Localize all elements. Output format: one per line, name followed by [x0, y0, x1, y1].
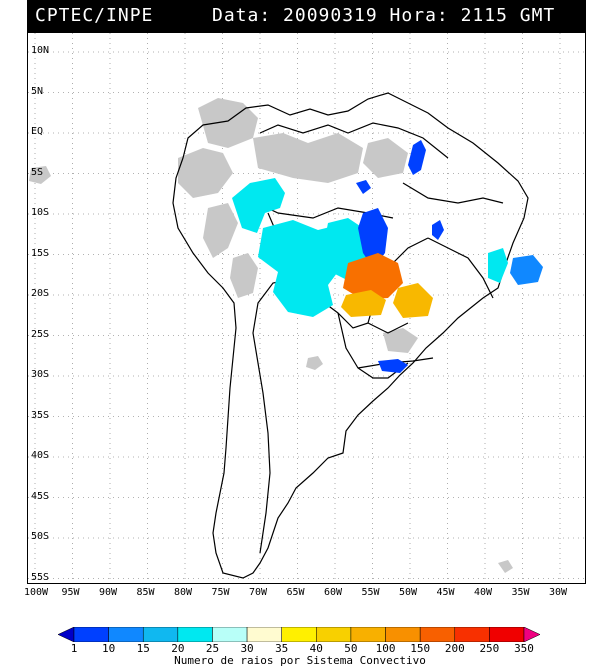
colorbar-swatch — [246, 627, 282, 642]
lat-tick-label: 25S — [31, 328, 50, 340]
colorbar-tick-label: 10 — [101, 642, 116, 655]
lat-tick-label: 15S — [31, 247, 50, 259]
storm-cluster — [358, 208, 388, 268]
colorbar-tick-label: 30 — [240, 642, 254, 655]
lat-tick-label: 30S — [31, 369, 50, 380]
storm-cluster — [343, 253, 403, 300]
lat-tick-label: 55S — [31, 571, 50, 583]
storm-cluster — [341, 290, 386, 317]
colorbar-tick-label: 200 — [444, 642, 465, 655]
lat-tick-label: 5S — [31, 166, 44, 178]
storm-cluster — [510, 255, 543, 285]
colorbar-swatch — [58, 627, 75, 642]
colorbar-swatch — [454, 627, 490, 642]
colorbar-swatch — [523, 627, 540, 642]
lightning-count-colorbar — [58, 627, 540, 642]
lon-tick-label: 80W — [174, 587, 193, 598]
datetime-label: Data: 20090319 Hora: 2115 GMT — [212, 5, 556, 26]
lon-tick-label: 60W — [324, 587, 343, 598]
colorbar-tick-label: 150 — [410, 642, 431, 655]
lon-tick-label: 90W — [99, 587, 118, 598]
lon-tick-label: 95W — [61, 587, 80, 598]
lon-tick-label: 75W — [211, 587, 230, 598]
south-america-lightning-map — [28, 33, 585, 583]
colorbar-swatch — [281, 627, 317, 642]
lon-tick-label: 65W — [286, 587, 305, 598]
map-header: CPTEC/INPE Data: 20090319 Hora: 2115 GMT — [27, 0, 586, 32]
lat-tick-label: 50S — [31, 531, 50, 542]
colorbar-tick-label: 100 — [375, 642, 396, 655]
storm-cluster — [378, 359, 408, 373]
colorbar-tick-label: 25 — [205, 642, 220, 655]
lat-tick-label: 35S — [31, 409, 50, 421]
colorbar-tick-label: 1 — [70, 642, 78, 655]
lon-tick-label: 100W — [24, 587, 49, 598]
lon-tick-label: 70W — [249, 587, 268, 598]
storm-cluster — [488, 248, 508, 283]
colorbar-title: Numero de raios por Sistema Convectivo — [174, 654, 426, 667]
colorbar-swatch — [177, 627, 213, 642]
lon-tick-label: 55W — [361, 587, 380, 598]
colorbar-tick-label: 50 — [344, 642, 358, 655]
lat-tick-label: 10S — [31, 207, 50, 218]
lat-tick-label: 5N — [31, 85, 44, 97]
agency-label: CPTEC/INPE — [35, 5, 154, 26]
lon-tick-label: 85W — [136, 587, 155, 598]
colorbar-tick-label: 40 — [309, 642, 323, 655]
lon-tick-label: 45W — [436, 587, 455, 598]
colorbar-swatch — [419, 627, 456, 642]
colorbar-tick-label: 350 — [514, 642, 534, 655]
colorbar-swatch — [316, 627, 352, 642]
colorbar-swatch — [385, 627, 421, 642]
lat-tick-label: 45S — [31, 490, 50, 502]
storm-cluster — [356, 180, 371, 194]
lat-tick-label: EQ — [31, 126, 44, 137]
storm-cluster-layer — [232, 140, 543, 373]
lat-lon-grid — [28, 33, 585, 583]
colorbar-swatch — [489, 627, 525, 642]
colorbar-swatch — [108, 627, 144, 642]
colorbar-tick-label: 35 — [275, 642, 289, 655]
storm-cluster — [408, 140, 426, 175]
storm-cluster — [232, 178, 285, 233]
map-panel — [27, 32, 586, 584]
lon-tick-label: 50W — [399, 587, 418, 598]
colorbar-swatch — [350, 627, 386, 642]
colorbar-tick-label: 15 — [136, 642, 150, 655]
lon-tick-label: 30W — [549, 587, 568, 598]
colorbar-swatch — [73, 627, 109, 642]
colorbar-tick-label: 20 — [171, 642, 185, 655]
colorbar-swatch — [142, 627, 179, 642]
lat-tick-label: 20S — [31, 288, 50, 299]
cloud-cover — [29, 98, 513, 573]
lon-tick-label: 40W — [474, 587, 493, 598]
storm-cluster — [393, 283, 433, 318]
colorbar-swatch — [212, 627, 248, 642]
coastline — [172, 92, 529, 579]
colorbar-tick-label: 250 — [479, 642, 500, 655]
lon-tick-label: 35W — [511, 587, 530, 598]
storm-cluster — [432, 220, 444, 240]
lat-tick-label: 10N — [31, 45, 50, 56]
lat-tick-label: 40S — [31, 450, 50, 461]
